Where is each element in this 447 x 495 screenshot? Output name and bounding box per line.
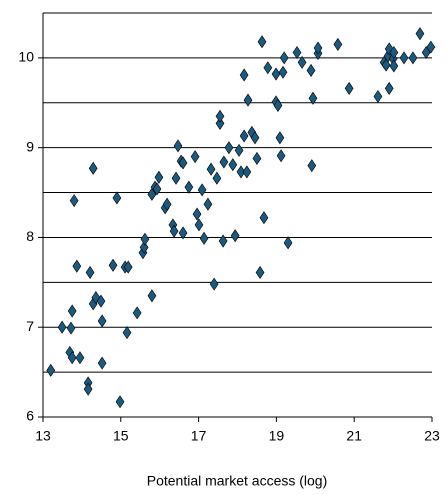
point <box>197 183 207 197</box>
point <box>173 139 183 153</box>
point <box>69 194 79 208</box>
point <box>169 224 179 238</box>
point <box>384 81 394 95</box>
point <box>306 63 316 77</box>
point <box>373 89 383 104</box>
point <box>426 40 436 54</box>
point <box>140 232 150 246</box>
point <box>132 306 142 320</box>
point <box>194 218 204 232</box>
point <box>162 197 172 211</box>
point <box>108 258 118 272</box>
point <box>236 165 246 179</box>
point <box>389 59 399 73</box>
point <box>415 27 425 41</box>
point <box>115 395 125 409</box>
x-tick-label: 15 <box>113 428 129 444</box>
point <box>344 81 354 95</box>
point <box>171 171 181 185</box>
point <box>122 326 132 340</box>
point <box>313 41 323 55</box>
point <box>85 265 95 279</box>
point <box>381 58 391 72</box>
y-tick-label: 10 <box>18 49 34 65</box>
x-axis-title: Potential market access (log) <box>147 473 328 489</box>
point <box>83 382 93 396</box>
point <box>152 182 162 196</box>
point <box>219 155 229 169</box>
point <box>67 304 77 318</box>
point <box>257 35 267 49</box>
point <box>67 351 77 365</box>
point <box>283 236 293 250</box>
x-tick-label: 19 <box>269 428 285 444</box>
point <box>276 149 286 163</box>
point <box>91 291 101 305</box>
point <box>333 37 343 51</box>
point <box>147 289 157 303</box>
point <box>190 150 200 164</box>
point <box>154 170 164 184</box>
point <box>46 363 56 377</box>
point <box>243 93 253 107</box>
point <box>224 141 234 155</box>
point <box>252 151 262 165</box>
point <box>112 191 122 205</box>
point <box>212 171 222 185</box>
point <box>275 131 285 145</box>
point <box>123 260 133 274</box>
point <box>278 65 288 79</box>
x-tick-label: 17 <box>191 428 207 444</box>
point <box>215 116 225 130</box>
point <box>199 231 209 245</box>
point <box>234 143 244 157</box>
point <box>97 356 107 370</box>
point <box>297 55 307 69</box>
point <box>96 294 106 308</box>
point <box>178 226 188 240</box>
point <box>292 45 302 60</box>
point <box>88 161 98 175</box>
y-tick-label: 6 <box>26 408 34 424</box>
point <box>263 61 273 75</box>
point <box>279 51 289 65</box>
x-tick-label: 13 <box>35 428 51 444</box>
point <box>72 259 82 273</box>
point <box>389 45 399 60</box>
point <box>192 207 202 221</box>
point <box>203 197 213 211</box>
point <box>178 156 188 170</box>
point <box>273 98 283 113</box>
point <box>139 240 149 254</box>
point <box>250 131 260 145</box>
point <box>399 51 409 65</box>
point <box>408 51 418 65</box>
point <box>228 158 238 172</box>
y-tick-label: 7 <box>26 318 34 334</box>
point <box>271 67 281 81</box>
point <box>215 109 225 123</box>
point <box>308 91 318 105</box>
point <box>239 68 249 82</box>
x-tick-label: 21 <box>346 428 362 444</box>
point <box>242 165 252 179</box>
y-tick-label: 8 <box>26 228 34 244</box>
point <box>57 320 67 334</box>
point <box>218 234 228 248</box>
point <box>230 229 240 243</box>
point <box>255 265 265 279</box>
x-tick-label: 23 <box>424 428 440 444</box>
y-tick-label: 9 <box>26 138 34 154</box>
point <box>209 277 219 291</box>
point <box>66 321 76 335</box>
point <box>307 159 317 173</box>
point <box>75 351 85 365</box>
point <box>97 314 107 328</box>
point <box>184 180 194 194</box>
point <box>259 211 269 225</box>
point <box>239 129 249 143</box>
point <box>206 162 216 176</box>
